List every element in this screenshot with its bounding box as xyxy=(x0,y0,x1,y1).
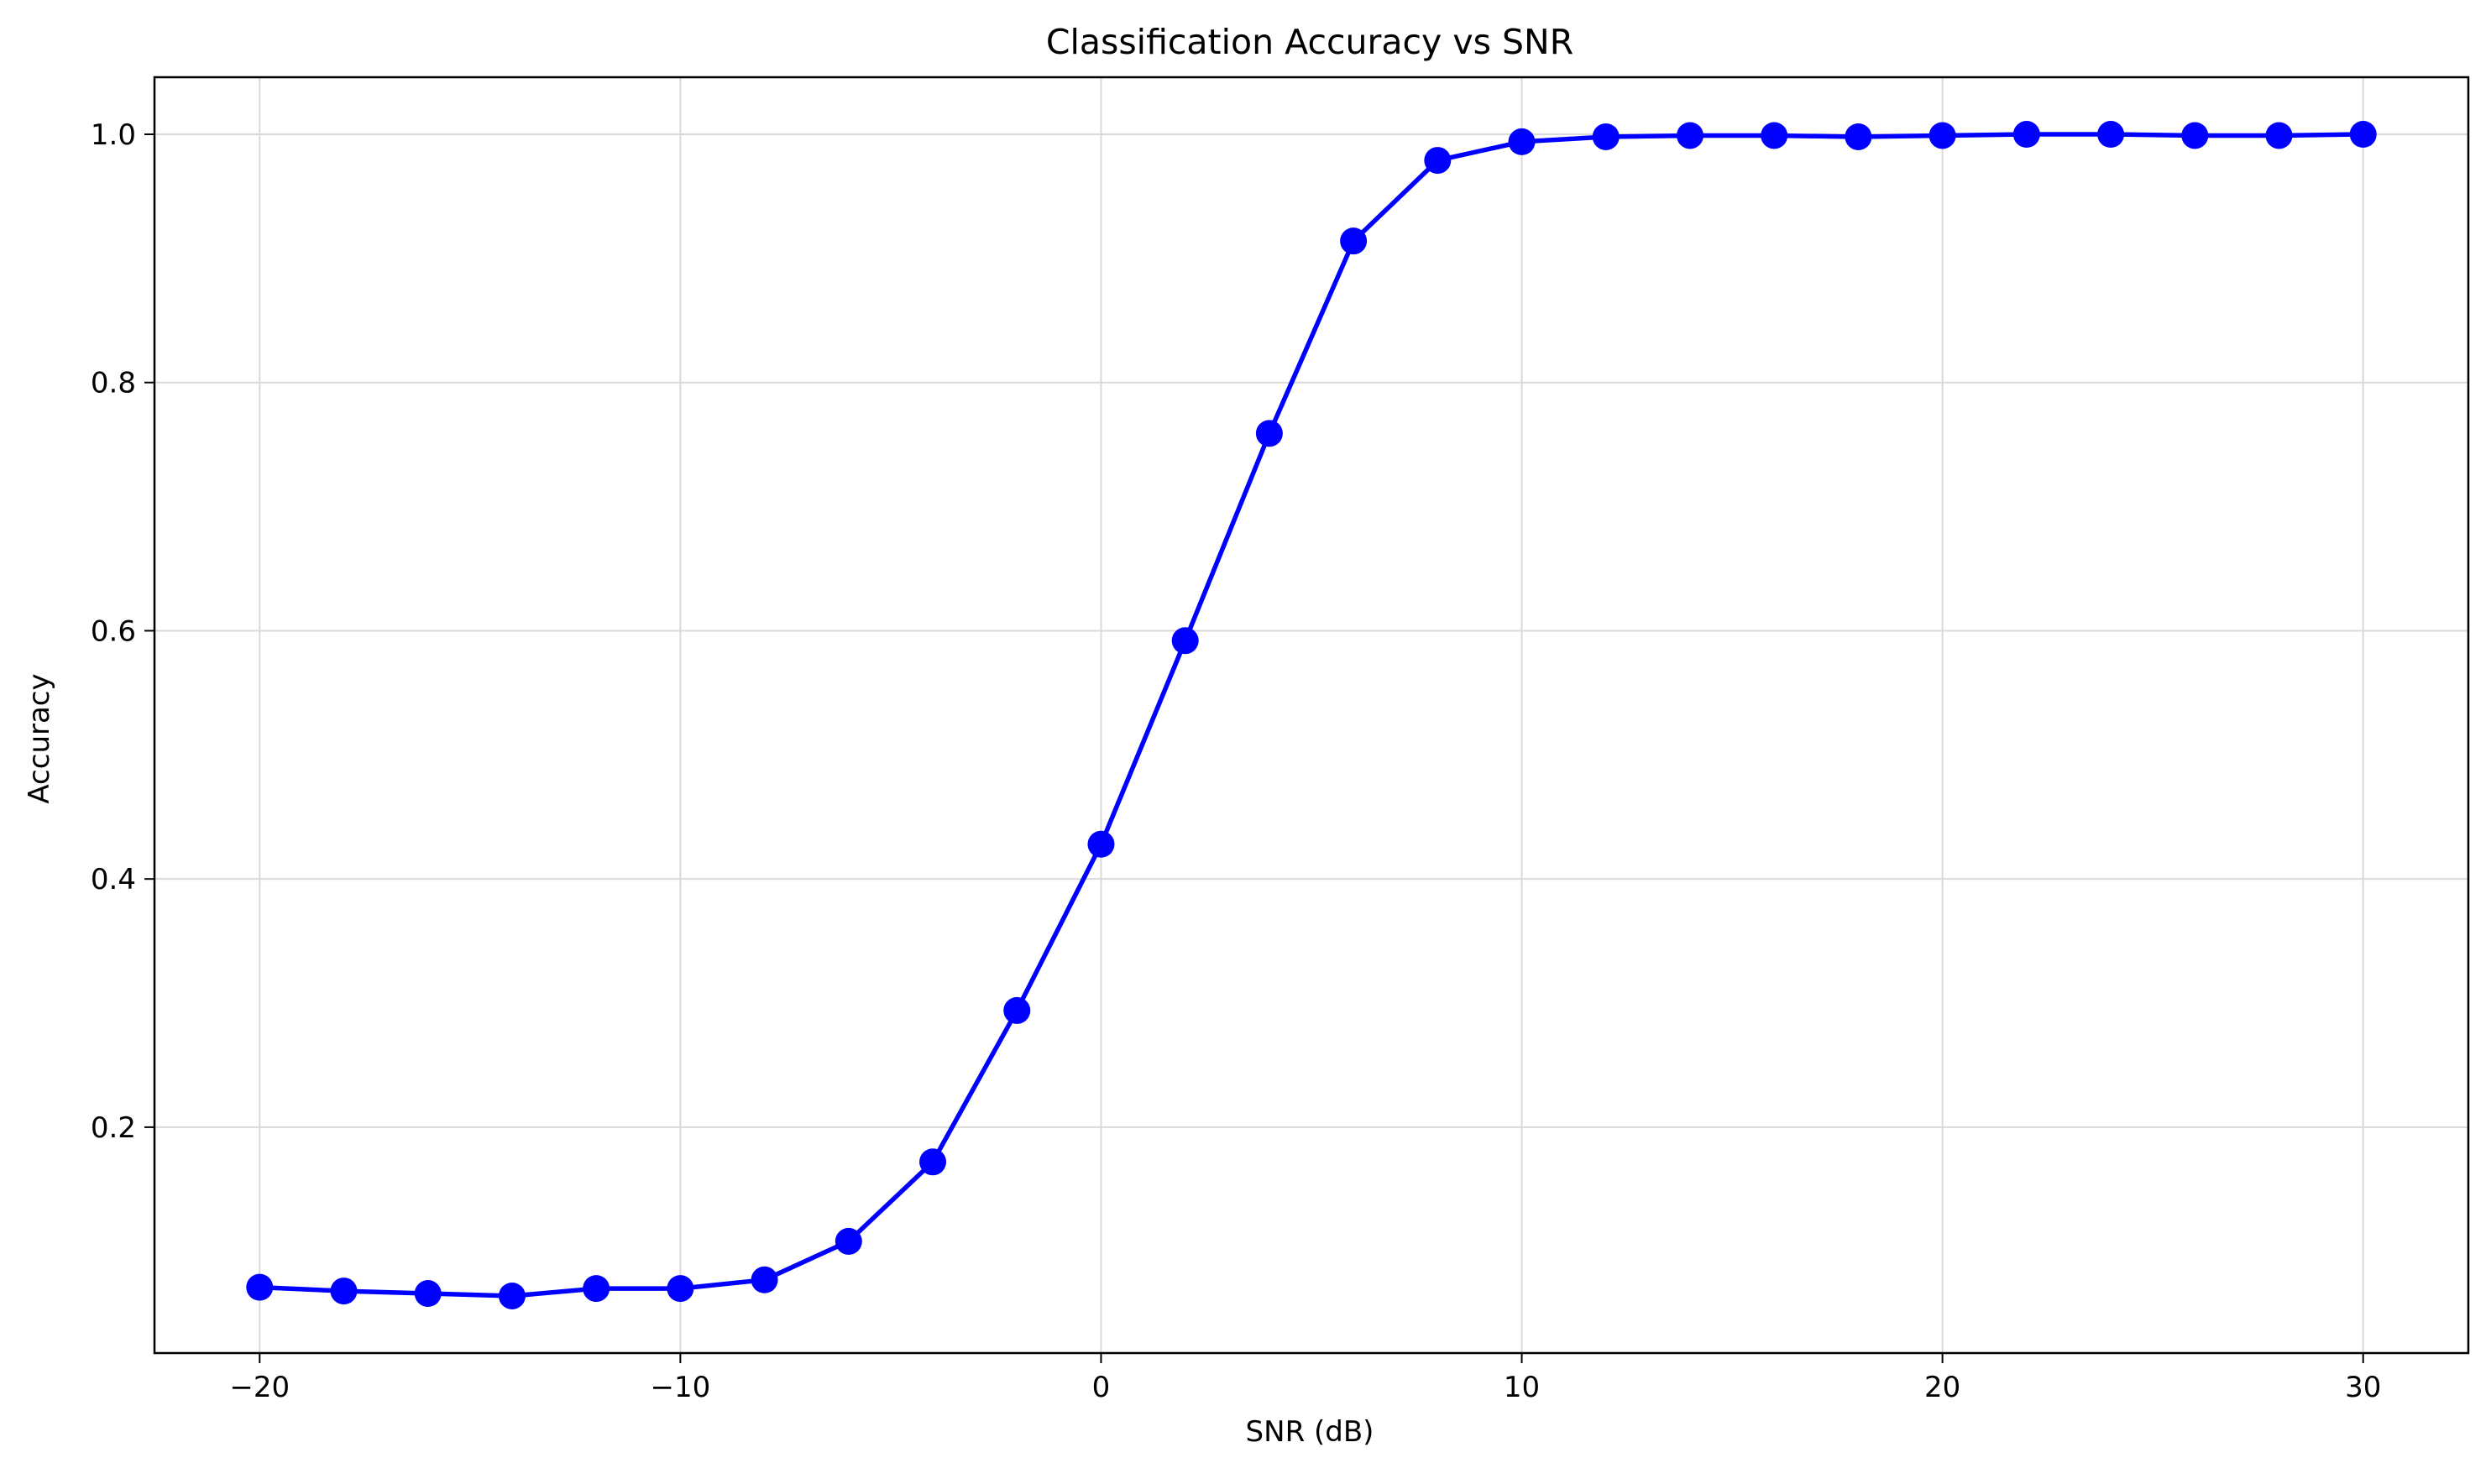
data-point xyxy=(2097,121,2125,149)
data-point xyxy=(835,1227,862,1255)
y-tick-label: 1.0 xyxy=(91,118,136,152)
x-axis-label: SNR (dB) xyxy=(1246,1415,1374,1449)
x-tick-label: −20 xyxy=(229,1371,290,1404)
x-tick-label: 0 xyxy=(1092,1371,1111,1404)
data-point xyxy=(1592,123,1620,150)
data-point xyxy=(667,1275,694,1303)
y-tick-label: 0.8 xyxy=(91,367,136,400)
data-point xyxy=(751,1266,778,1293)
data-point xyxy=(2181,122,2209,149)
y-tick-label: 0.6 xyxy=(91,614,136,648)
data-point xyxy=(414,1280,442,1308)
data-point xyxy=(1761,122,1788,149)
data-point xyxy=(583,1275,610,1303)
plot-frame xyxy=(153,76,2470,1355)
y-axis-label: Accuracy xyxy=(23,673,56,803)
data-point xyxy=(919,1148,947,1176)
data-point xyxy=(1424,147,1452,175)
x-tick-label: −10 xyxy=(650,1371,710,1404)
data-point xyxy=(1003,996,1031,1024)
x-tick-label: 10 xyxy=(1504,1371,1540,1404)
data-point xyxy=(2012,121,2040,149)
data-point xyxy=(1928,122,1956,149)
data-point xyxy=(1087,830,1115,858)
data-point xyxy=(2349,121,2377,149)
data-point xyxy=(1676,122,1703,149)
data-point xyxy=(330,1278,358,1305)
data-point xyxy=(498,1282,526,1309)
data-point xyxy=(2265,122,2293,149)
chart-title: Classification Accuracy vs SNR xyxy=(1046,22,1573,62)
data-point xyxy=(1340,227,1368,255)
data-series xyxy=(246,121,2377,1309)
data-point xyxy=(1508,128,1536,155)
data-point xyxy=(1845,123,1872,150)
x-tick-label: 20 xyxy=(1924,1371,1960,1404)
data-point xyxy=(1171,627,1199,655)
x-tick-label: 30 xyxy=(2345,1371,2381,1404)
data-point xyxy=(1255,420,1283,447)
series-line xyxy=(257,132,2366,1298)
y-tick-label: 0.2 xyxy=(91,1111,136,1145)
data-point xyxy=(246,1273,274,1301)
grid-lines xyxy=(154,77,2468,1353)
axes: −20 −10 0 10 20 30 0.2 0.4 0.6 0.8 1.0 xyxy=(91,76,2470,1404)
y-tick-label: 0.4 xyxy=(91,863,136,896)
